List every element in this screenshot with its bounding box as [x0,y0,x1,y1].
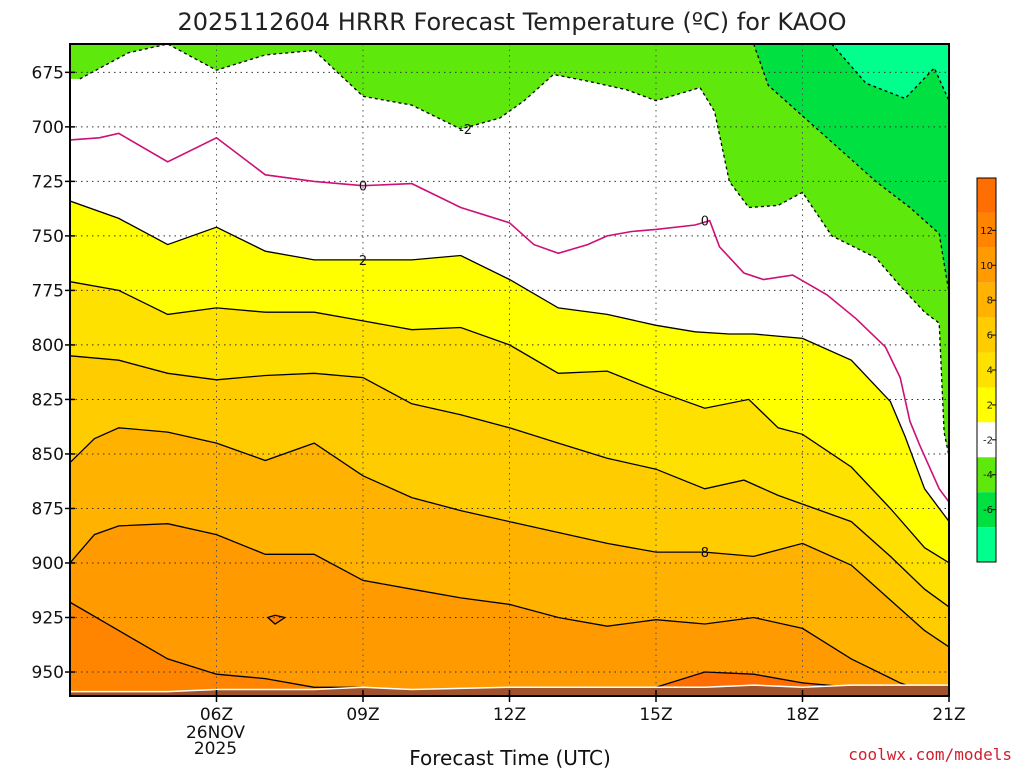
x-date-label: 26NOV [186,723,245,743]
colorbar-swatch [977,422,996,458]
band-minus2-fill [70,44,949,457]
contour-label-text: -2 [459,123,472,138]
y-tick-label: 700 [32,118,64,138]
colorbar-swatch [977,352,996,388]
contour-line-0 [70,132,949,504]
contour-line-6 [70,355,949,608]
colorbar-swatch [977,282,996,318]
contour-label-text: 8 [701,546,709,561]
colorbar-label: -2 [983,435,993,446]
y-axis: 675 700 725 750 775 800 825 850 875 900 925 950 [32,63,75,683]
y-tick-label: 825 [32,390,64,410]
y-tick-label: 875 [32,499,64,519]
colorbar-swatch [977,178,996,213]
band-minus4-fill [753,44,949,293]
contour-line-12 [266,614,287,625]
y-tick-label: 725 [32,172,64,192]
colorbar-label: 4 [987,366,993,377]
colorbar-swatch [977,387,996,423]
contour-label-text: 0 [701,215,709,230]
grid-lines [70,44,949,696]
y-tick-label: 750 [32,227,64,247]
colorbar-label: 6 [987,331,993,342]
x-tick-label: 15Z [639,705,672,725]
y-tick-label: 900 [32,554,64,574]
colorbar-label: 12 [980,226,993,237]
contour-label-text: 2 [359,254,367,269]
band-12-island [267,615,285,624]
temperature-fill [70,44,949,696]
contour-label-text: 0 [359,180,367,195]
colorbar-swatch [977,492,996,528]
colorbar-legend: -6 -4 -2 2 4 6 8 10 12 [976,177,997,563]
band-12-fill [70,602,363,696]
contour-labels: -2 0 0 2 8 [359,123,709,561]
x-date-label: 2025 [194,739,237,759]
colorbar-swatch [977,317,996,353]
colorbar-swatch [977,247,996,283]
plot-area [70,44,949,696]
contour-line-10 [70,523,925,693]
band-10-fill [70,523,925,696]
colorbar-label: 8 [987,296,993,307]
colorbar-label: 2 [987,400,993,411]
credit-text: coolwx.com/models [848,745,1012,764]
contour-line-4 [70,281,949,564]
y-tick-label: 775 [32,281,64,301]
chart-title: 2025112604 HRRR Forecast Temperature (ºC… [177,8,846,36]
colorbar-swatch [977,457,996,493]
y-tick-label: 800 [32,336,64,356]
colorbar-label: -4 [983,470,993,481]
contour-line-12 [70,601,363,688]
y-tick-label: 950 [32,663,64,683]
y-tick-label: 675 [32,63,64,83]
contour-line--2 [79,44,949,458]
x-axis-label: Forecast Time (UTC) [409,746,611,768]
contour-line--6 [831,44,949,103]
colorbar-label: -6 [983,505,993,516]
y-tick-label: 925 [32,608,64,628]
contour-line-8 [70,427,949,648]
x-tick-label: 12Z [493,705,526,725]
colorbar-label: 10 [980,261,993,272]
colorbar-swatch [977,527,996,562]
y-tick-label: 850 [32,445,64,465]
colorbar-swatch [977,212,996,248]
x-tick-label: 06Z [200,705,233,725]
contour-line-2 [70,200,949,523]
x-tick-label: 18Z [786,705,819,725]
x-tick-label: 21Z [932,705,965,725]
x-tick-label: 09Z [346,705,379,725]
